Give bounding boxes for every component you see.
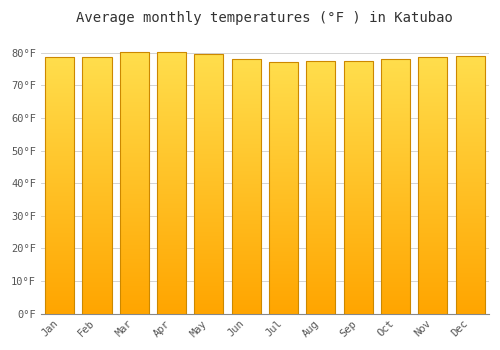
Bar xyxy=(344,61,373,314)
Bar xyxy=(120,52,149,314)
Bar xyxy=(456,56,485,314)
Bar xyxy=(306,61,336,314)
Bar xyxy=(269,62,298,314)
Title: Average monthly temperatures (°F ) in Katubao: Average monthly temperatures (°F ) in Ka… xyxy=(76,11,454,25)
Bar xyxy=(157,52,186,314)
Bar xyxy=(194,54,224,314)
Bar xyxy=(381,59,410,314)
Bar xyxy=(45,57,74,314)
Bar xyxy=(418,57,448,314)
Bar xyxy=(82,57,112,314)
Bar xyxy=(232,59,261,314)
